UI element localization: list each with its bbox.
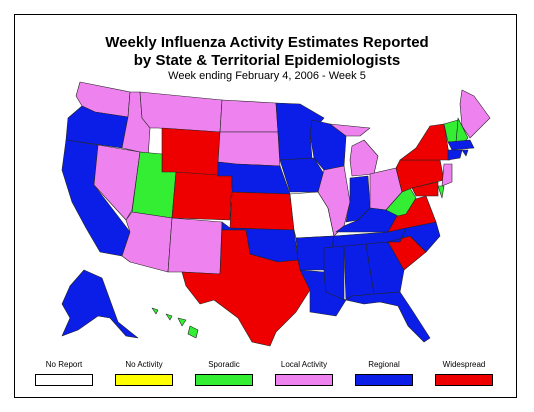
legend-label-no-report: No Report: [45, 360, 83, 369]
legend-swatch-local-activity: [275, 374, 333, 386]
state-mt: [139, 91, 223, 133]
map-subtitle: Week ending February 4, 2006 - Week 5: [168, 70, 366, 82]
state-ny: [399, 123, 451, 161]
state-tx: [181, 229, 311, 347]
legend-swatch-widespread: [435, 374, 493, 386]
map-title-line1: Weekly Influenza Activity Estimates Repo…: [105, 34, 429, 51]
legend-label-no-activity: No Activity: [125, 360, 163, 369]
state-ri: [461, 149, 469, 157]
legend-swatch-sporadic: [195, 374, 253, 386]
state-de: [437, 185, 445, 199]
state-ak: [61, 269, 139, 339]
legend-label-regional: Regional: [368, 360, 400, 369]
state-nd: [219, 99, 279, 133]
state-ct: [447, 149, 463, 161]
legend-label-local-activity: Local Activity: [280, 360, 328, 369]
state-hi: [151, 307, 199, 339]
state-fl: [345, 291, 431, 343]
state-ma: [447, 139, 475, 151]
state-co: [171, 171, 233, 221]
state-nm: [167, 217, 223, 275]
state-sd: [217, 131, 281, 167]
state-ks: [229, 191, 295, 231]
state-ms: [323, 245, 345, 301]
state-md: [411, 181, 439, 197]
legend-swatch-no-activity: [115, 374, 173, 386]
legend-swatch-no-report: [35, 374, 93, 386]
state-az: [121, 211, 173, 273]
state-me: [459, 89, 491, 139]
state-nj: [441, 163, 453, 187]
state-ga: [365, 241, 405, 295]
legend-label-sporadic: Sporadic: [208, 360, 240, 369]
legend-label-widespread: Widespread: [442, 360, 486, 369]
state-wy: [161, 127, 221, 177]
map-title-line2: by State & Territorial Epidemiologists: [133, 52, 401, 69]
state-mn: [275, 102, 325, 161]
state-nv: [93, 144, 141, 221]
legend-swatch-regional: [355, 374, 413, 386]
